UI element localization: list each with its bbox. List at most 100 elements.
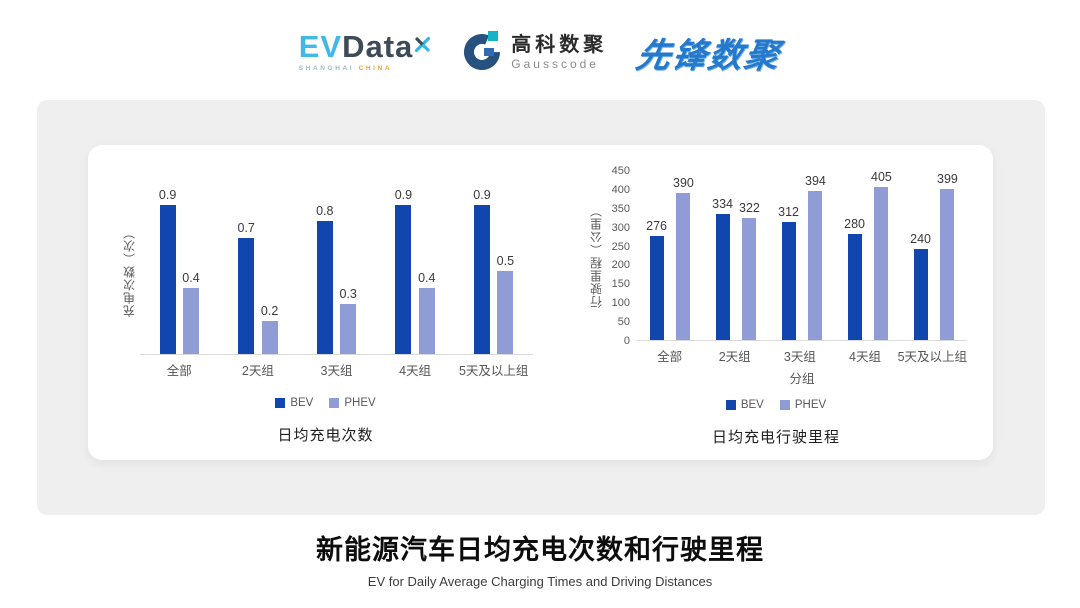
data-label: 0.2 [260, 304, 279, 318]
bar-phev [182, 288, 199, 354]
data-label: 276 [646, 219, 667, 233]
category-label: 2天组 [241, 364, 274, 378]
legend-item: PHEV [329, 397, 376, 409]
plot-area: 0.9 0.4 0.7 0.2 0.8 0.3 0.9 0.4 0.9 0.5 [140, 188, 533, 355]
category-label: 全部 [166, 364, 192, 378]
data-label: 0.7 [237, 221, 255, 235]
bar-with-label: 0.5 [497, 254, 514, 354]
plot-area: 276 390 334 322 312 394 280 405 240 399 [637, 170, 967, 341]
data-label: 0.3 [339, 287, 357, 301]
category-axis: 全部 2天组 3天组 4天组 5天及以上组 [637, 346, 967, 365]
category-label: 5天及以上组 [897, 350, 968, 364]
category-label: 4天组 [399, 364, 432, 378]
header-logos: EV Data SHANGHAI CHINA 高科数聚 Gaussc [0, 22, 1080, 82]
bar-with-label: 0.9 [159, 188, 176, 354]
category-label: 3天组 [320, 364, 353, 378]
bar-group: 312 394 [778, 174, 826, 340]
bar-bev [781, 222, 796, 340]
y-tick-label: 100 [611, 297, 630, 310]
bar-with-label: 312 [778, 205, 799, 340]
chart-daily-driving-distance: 行驶里程（公里） 0 50 100 150 200 250 300 350 400 450 276… [585, 145, 968, 460]
y-tick-label: 0 [623, 335, 630, 347]
legend-swatch [725, 400, 736, 410]
legend-label: PHEV [794, 399, 827, 411]
bar-bev [473, 205, 490, 354]
legend: BEV PHEV [118, 397, 533, 409]
data-label: 390 [673, 176, 694, 190]
bar-with-label: 0.2 [261, 304, 278, 354]
data-label: 0.4 [182, 271, 200, 285]
category-label: 2天组 [718, 350, 751, 364]
gausscode-en-text: Gausscode [511, 56, 599, 71]
y-tick-label: 150 [611, 278, 630, 291]
bar-group: 0.8 0.3 [316, 204, 357, 354]
bar-with-label: 0.4 [418, 271, 435, 354]
data-label: 0.9 [394, 188, 413, 202]
bar-group: 276 390 [646, 176, 694, 340]
legend: BEV PHEV [585, 399, 967, 411]
bar-with-label: 334 [712, 197, 733, 340]
bar-with-label: 405 [871, 170, 892, 340]
chart-title: 日均充电行驶里程 [711, 429, 840, 446]
bar-group: 0.7 0.2 [238, 221, 278, 354]
bar-bev [913, 249, 928, 340]
bar-group: 240 399 [910, 172, 958, 340]
bar-with-label: 0.8 [316, 204, 333, 354]
data-label: 0.8 [316, 204, 334, 218]
chart-title: 日均充电次数 [277, 427, 374, 444]
bar-group: 280 405 [844, 170, 892, 340]
bar-bev [847, 234, 862, 340]
bar-phev [808, 191, 823, 340]
bar-phev [261, 321, 278, 354]
bar-bev [316, 221, 333, 354]
data-label: 394 [805, 174, 826, 188]
bar-with-label: 0.7 [238, 221, 255, 354]
evdata-star-icon [414, 27, 431, 58]
category-axis: 全部 2天组 3天组 4天组 5天及以上组 [140, 360, 533, 379]
content-panel: 充电次数（次） 0.9 0.4 0.7 0.2 0.8 0.3 0.9 0.4 0.9 0.5 全… [37, 100, 1045, 515]
y-axis-label: 充电次数（次） [122, 226, 137, 318]
data-label: 280 [844, 217, 865, 231]
data-label: 0.5 [496, 254, 515, 268]
y-tick-label: 450 [611, 165, 630, 177]
bar-with-label: 390 [673, 176, 694, 340]
bar-with-label: 399 [937, 172, 958, 340]
plot-row: 行驶里程（公里） 0 50 100 150 200 250 300 350 400 450 276… [585, 165, 967, 347]
bar-group: 0.9 0.4 [159, 188, 200, 354]
gausscode-g-icon [461, 29, 503, 76]
y-tick-label: 250 [611, 240, 630, 253]
evdata-wordmark: EV Data [299, 31, 432, 62]
evdata-subtext: SHANGHAI CHINA [299, 66, 432, 73]
category-label: 全部 [657, 350, 683, 364]
bar-group: 0.9 0.4 [394, 188, 435, 354]
data-label: 399 [937, 172, 958, 186]
data-label: 312 [778, 205, 799, 219]
legend-swatch [779, 400, 790, 410]
bar-phev [742, 218, 757, 340]
legend-item: BEV [725, 399, 764, 411]
y-tick-label: 300 [611, 221, 630, 234]
legend-item: PHEV [779, 399, 827, 411]
bar-with-label: 0.4 [182, 271, 200, 354]
bar-phev [676, 193, 691, 340]
footer-title: 新能源汽车日均充电次数和行驶里程 [316, 535, 764, 565]
plot-row: 充电次数（次） 0.9 0.4 0.7 0.2 0.8 0.3 0.9 0.4 0.9 0.5 [118, 188, 533, 355]
bar-phev [497, 271, 514, 354]
y-tick-label: 200 [611, 259, 630, 272]
data-label: 334 [712, 197, 733, 211]
bar-group: 0.9 0.5 [473, 188, 514, 354]
category-label: 5天及以上组 [458, 364, 529, 378]
evdata-logo: EV Data SHANGHAI CHINA [299, 31, 432, 73]
category-label: 4天组 [849, 350, 881, 364]
bar-with-label: 276 [646, 219, 667, 340]
bar-with-label: 394 [805, 174, 826, 340]
bar-phev [340, 304, 357, 354]
footer-subtitle: EV for Daily Average Charging Times and … [367, 574, 713, 589]
charts-card: 充电次数（次） 0.9 0.4 0.7 0.2 0.8 0.3 0.9 0.4 0.9 0.5 全… [88, 145, 993, 460]
footer: 新能源汽车日均充电次数和行驶里程 EV for Daily Average Ch… [0, 528, 1080, 589]
evdata-data-text: Data [342, 29, 414, 65]
bar-phev [940, 189, 955, 340]
bar-group: 334 322 [712, 197, 760, 340]
chart-daily-charging-times: 充电次数（次） 0.9 0.4 0.7 0.2 0.8 0.3 0.9 0.4 0.9 0.5 全… [118, 145, 533, 460]
data-label: 0.9 [158, 188, 177, 202]
